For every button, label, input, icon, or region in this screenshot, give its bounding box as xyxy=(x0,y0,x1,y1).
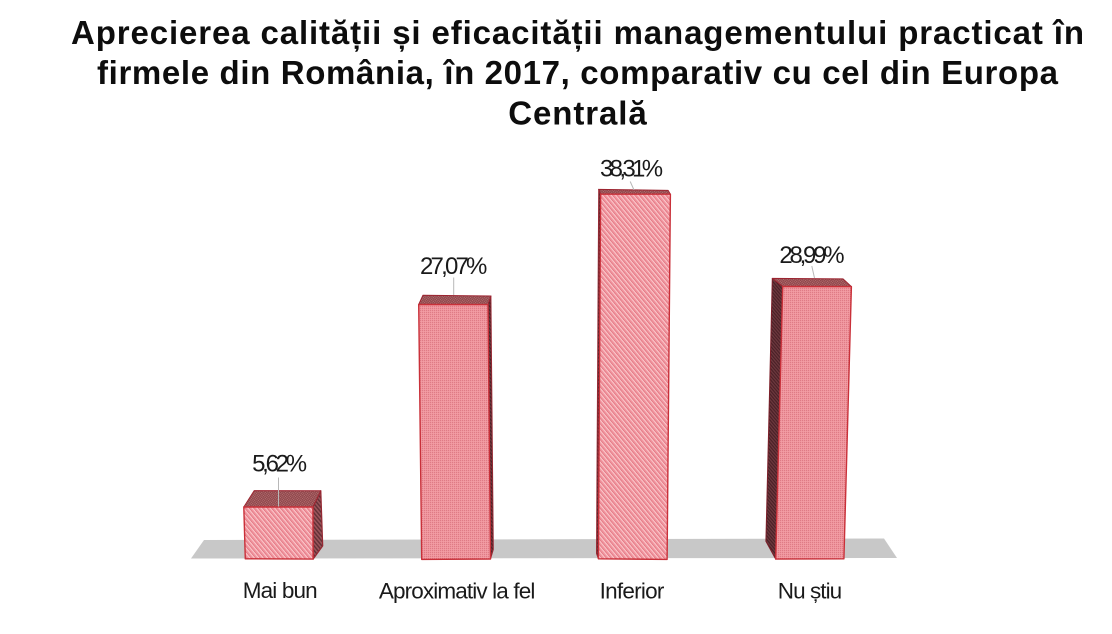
svg-text:Aprecierea calității și eficac: Aprecierea calității și eficacității man… xyxy=(71,14,1084,52)
svg-text:firmele din România, în 2017,: firmele din România, în 2017, comparativ… xyxy=(97,54,1059,91)
svg-text:Inferior: Inferior xyxy=(600,579,665,604)
svg-text:Centrală: Centrală xyxy=(508,95,647,132)
svg-text:Nu știu: Nu știu xyxy=(778,579,842,604)
svg-text:Mai bun: Mai bun xyxy=(243,578,318,603)
svg-text:Aproximativ la fel: Aproximativ la fel xyxy=(379,578,535,603)
svg-text:27,07%: 27,07% xyxy=(420,253,487,280)
svg-text:5,62%: 5,62% xyxy=(252,450,307,477)
svg-text:28,99%: 28,99% xyxy=(779,242,844,269)
svg-text:38,31%: 38,31% xyxy=(600,156,663,183)
